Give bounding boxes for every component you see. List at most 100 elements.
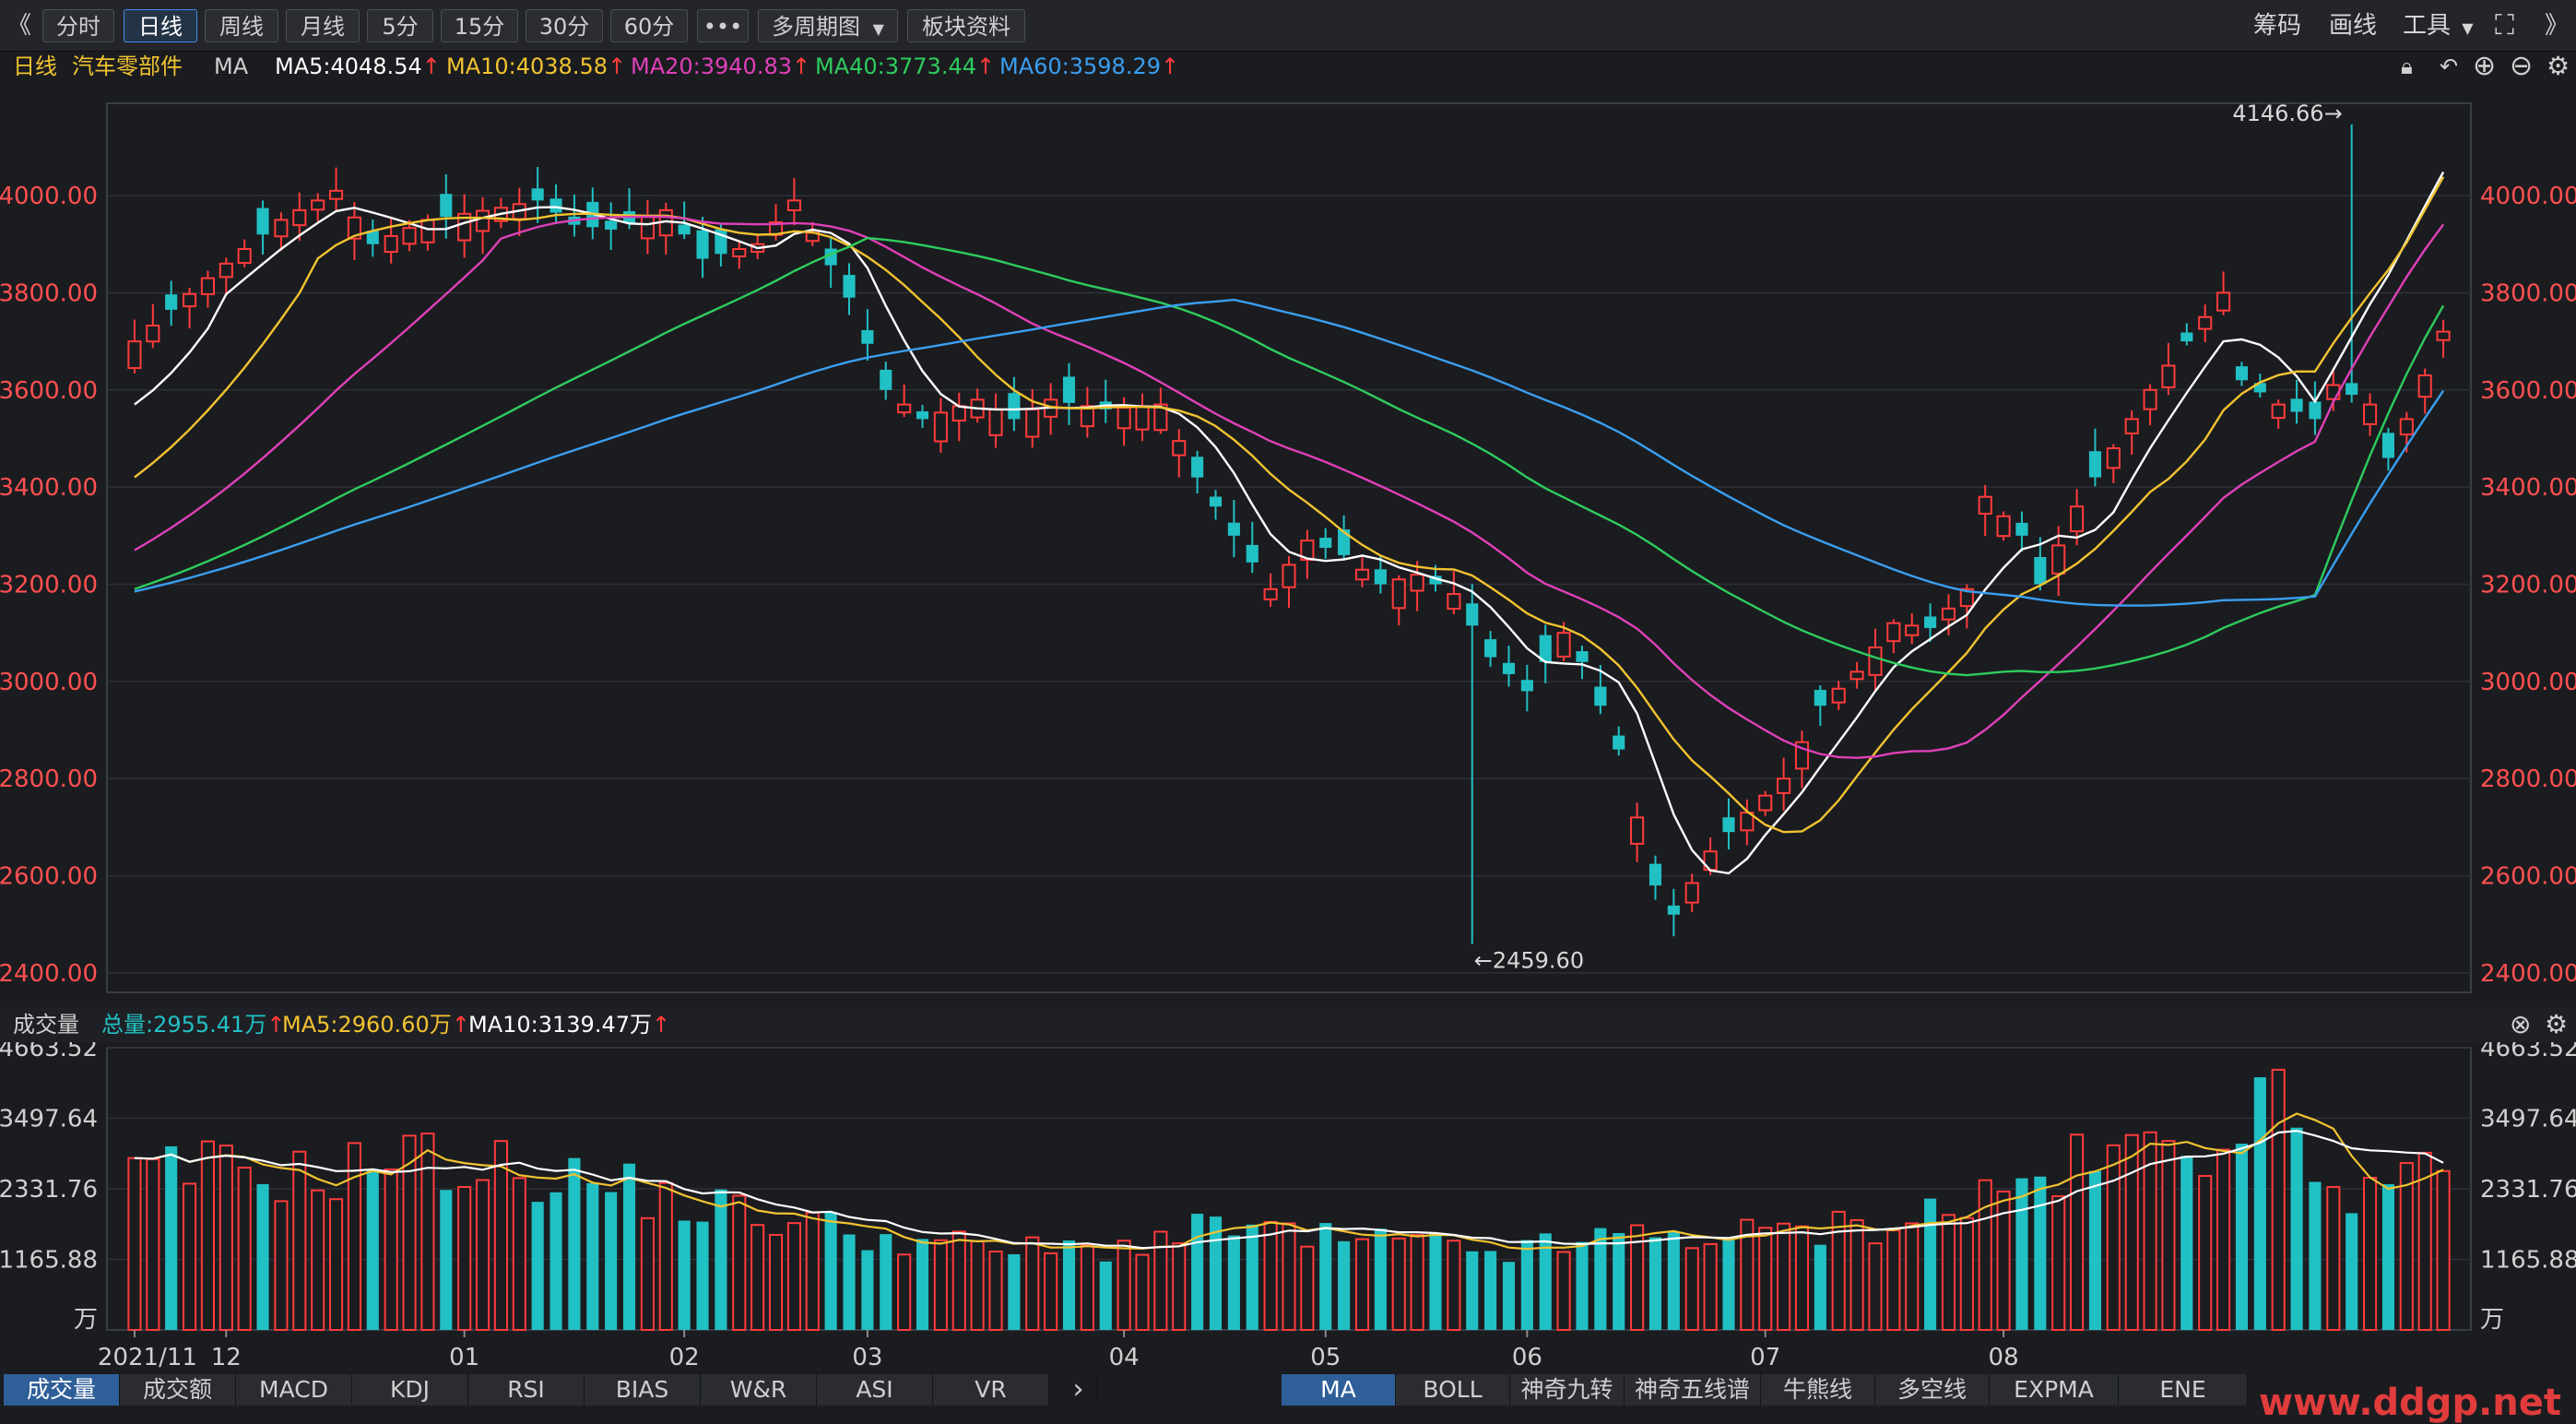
period-button-daily[interactable]: 日线 xyxy=(124,9,197,42)
multi-period-dropdown[interactable]: 多周期图 ▼ xyxy=(758,9,898,42)
candle-body xyxy=(402,227,417,245)
chips-button[interactable]: 筹码 xyxy=(2253,12,2302,40)
volume-bar xyxy=(1849,1218,1864,1331)
candle-body xyxy=(1849,670,1864,681)
tab-bias[interactable]: BIAS xyxy=(585,1374,701,1406)
period-button-60m[interactable]: 60分 xyxy=(610,9,688,42)
candle-body xyxy=(127,340,142,370)
volume-bar xyxy=(549,1192,562,1330)
tab-asi[interactable]: ASI xyxy=(817,1374,933,1406)
volume-ma10: MA10:3139.47万↑ xyxy=(468,1012,671,1038)
x-tick-label: 03 xyxy=(852,1344,882,1371)
undo-icon[interactable]: ↶ xyxy=(2440,53,2459,79)
volume-bar xyxy=(1447,1240,1461,1331)
volume-bar xyxy=(127,1157,142,1331)
y-tick-label-right: 2800.00 xyxy=(2480,765,2576,793)
candle-body xyxy=(1941,607,1956,621)
candlestick-chart[interactable]: 4000.00 4000.00 3800.00 3800.00 3600.00 3600.… xyxy=(0,81,2576,994)
tab-rsi[interactable]: RSI xyxy=(468,1374,585,1406)
volume-bar xyxy=(1099,1261,1112,1330)
chevron-right-icon[interactable]: › xyxy=(1060,1374,1097,1406)
double-right-chevron-icon[interactable]: 》 xyxy=(2545,12,2570,40)
y-tick-label-left: 2400.00 xyxy=(0,960,98,988)
period-button-30m[interactable]: 30分 xyxy=(526,9,603,42)
period-button-monthly[interactable]: 月线 xyxy=(286,9,360,42)
security-name: 汽车零部件 xyxy=(72,53,183,79)
volume-bar xyxy=(1263,1220,1278,1331)
candle-body xyxy=(1722,817,1735,833)
volume-bar xyxy=(880,1234,892,1330)
period-button-1m[interactable]: 分时 xyxy=(42,9,114,42)
volume-bar xyxy=(2143,1131,2157,1331)
volume-chart[interactable]: 4663.52 4663.52 3497.64 3497.64 2331.76 2331.… xyxy=(0,1042,2576,1372)
candle-body xyxy=(2106,447,2121,469)
period-button-15m[interactable]: 15分 xyxy=(441,9,518,42)
volume-bar xyxy=(1191,1214,1204,1330)
tab-volume[interactable]: 成交量 xyxy=(4,1374,120,1406)
volume-bar xyxy=(1410,1234,1424,1331)
tab-long-short[interactable]: 多空线 xyxy=(1875,1374,1990,1406)
x-tick-label: 06 xyxy=(1512,1344,1542,1371)
candle-body xyxy=(2309,401,2322,420)
volume-bar xyxy=(916,1239,929,1330)
volume-bar xyxy=(2363,1176,2378,1331)
volume-bar xyxy=(165,1145,178,1330)
x-tick-label: 07 xyxy=(1750,1344,1780,1371)
volume-tick-label-left: 万 xyxy=(74,1306,98,1334)
tab-magic-five[interactable]: 神奇五线谱 xyxy=(1625,1374,1761,1406)
volume-bar xyxy=(1391,1237,1406,1331)
candle-body xyxy=(1667,905,1680,915)
more-button[interactable]: ••• xyxy=(697,9,749,42)
volume-bar xyxy=(1374,1228,1387,1330)
candle-body xyxy=(219,262,233,279)
period-button-5m[interactable]: 5分 xyxy=(367,9,433,42)
tab-vr[interactable]: VR xyxy=(933,1374,1049,1406)
tab-ene[interactable]: ENE xyxy=(2119,1374,2248,1406)
double-left-chevron-icon[interactable]: 《 xyxy=(7,12,32,40)
lock-icon[interactable]: 🔒︎ xyxy=(2401,53,2413,79)
tab-magic-nine[interactable]: 神奇九转 xyxy=(1510,1374,1625,1406)
tools-dropdown[interactable]: 工具 ▼ xyxy=(2403,7,2474,47)
period-button-weekly[interactable]: 周线 xyxy=(205,9,278,42)
draw-line-button[interactable]: 画线 xyxy=(2329,12,2378,40)
candle-body xyxy=(1300,540,1315,562)
y-tick-label-left: 3200.00 xyxy=(0,572,98,599)
settings-icon[interactable]: ⚙ xyxy=(2545,1009,2569,1039)
candle-body xyxy=(366,231,379,244)
y-tick-label-left: 3600.00 xyxy=(0,377,98,405)
candle-body xyxy=(786,199,801,211)
expand-icon[interactable]: ⛶ xyxy=(2495,9,2514,42)
candle-body xyxy=(1484,639,1497,658)
zoom-out-icon[interactable]: ⊖ xyxy=(2510,50,2534,82)
volume-bar xyxy=(1172,1242,1187,1331)
tab-kdj[interactable]: KDJ xyxy=(352,1374,468,1406)
volume-tick-label-right: 3497.64 xyxy=(2480,1106,2576,1133)
settings-icon[interactable]: ⚙ xyxy=(2546,51,2570,81)
candle-body xyxy=(951,405,966,422)
tab-boll[interactable]: BOLL xyxy=(1396,1374,1510,1406)
candle-body xyxy=(2216,291,2231,312)
volume-bar xyxy=(1814,1244,1826,1330)
candle-body xyxy=(2290,398,2303,412)
tab-bull-bear[interactable]: 牛熊线 xyxy=(1761,1374,1875,1406)
volume-bar xyxy=(1319,1223,1332,1330)
candle-body xyxy=(1831,687,1846,704)
caret-down-icon: ▼ xyxy=(2462,19,2474,37)
volume-bar xyxy=(1080,1244,1094,1331)
tab-wr[interactable]: W&R xyxy=(701,1374,817,1406)
volume-bar xyxy=(2051,1195,2066,1331)
candle-body xyxy=(1191,457,1204,478)
ma-label: MA xyxy=(214,53,249,79)
ma-line-ma10 xyxy=(134,176,2445,834)
volume-bar xyxy=(1502,1262,1516,1330)
candle-body xyxy=(1996,515,2011,538)
close-icon[interactable]: ⊗ xyxy=(2510,1009,2532,1039)
tab-ma[interactable]: MA xyxy=(1282,1374,1396,1406)
sector-info-button[interactable]: 板块资料 xyxy=(907,9,1025,42)
tab-turnover[interactable]: 成交额 xyxy=(120,1374,236,1406)
tab-macd[interactable]: MACD xyxy=(236,1374,352,1406)
zoom-in-icon[interactable]: ⊕ xyxy=(2473,50,2497,82)
candle-body xyxy=(732,248,747,257)
candle-body xyxy=(2161,364,2176,388)
tab-expma[interactable]: EXPMA xyxy=(1990,1374,2119,1406)
